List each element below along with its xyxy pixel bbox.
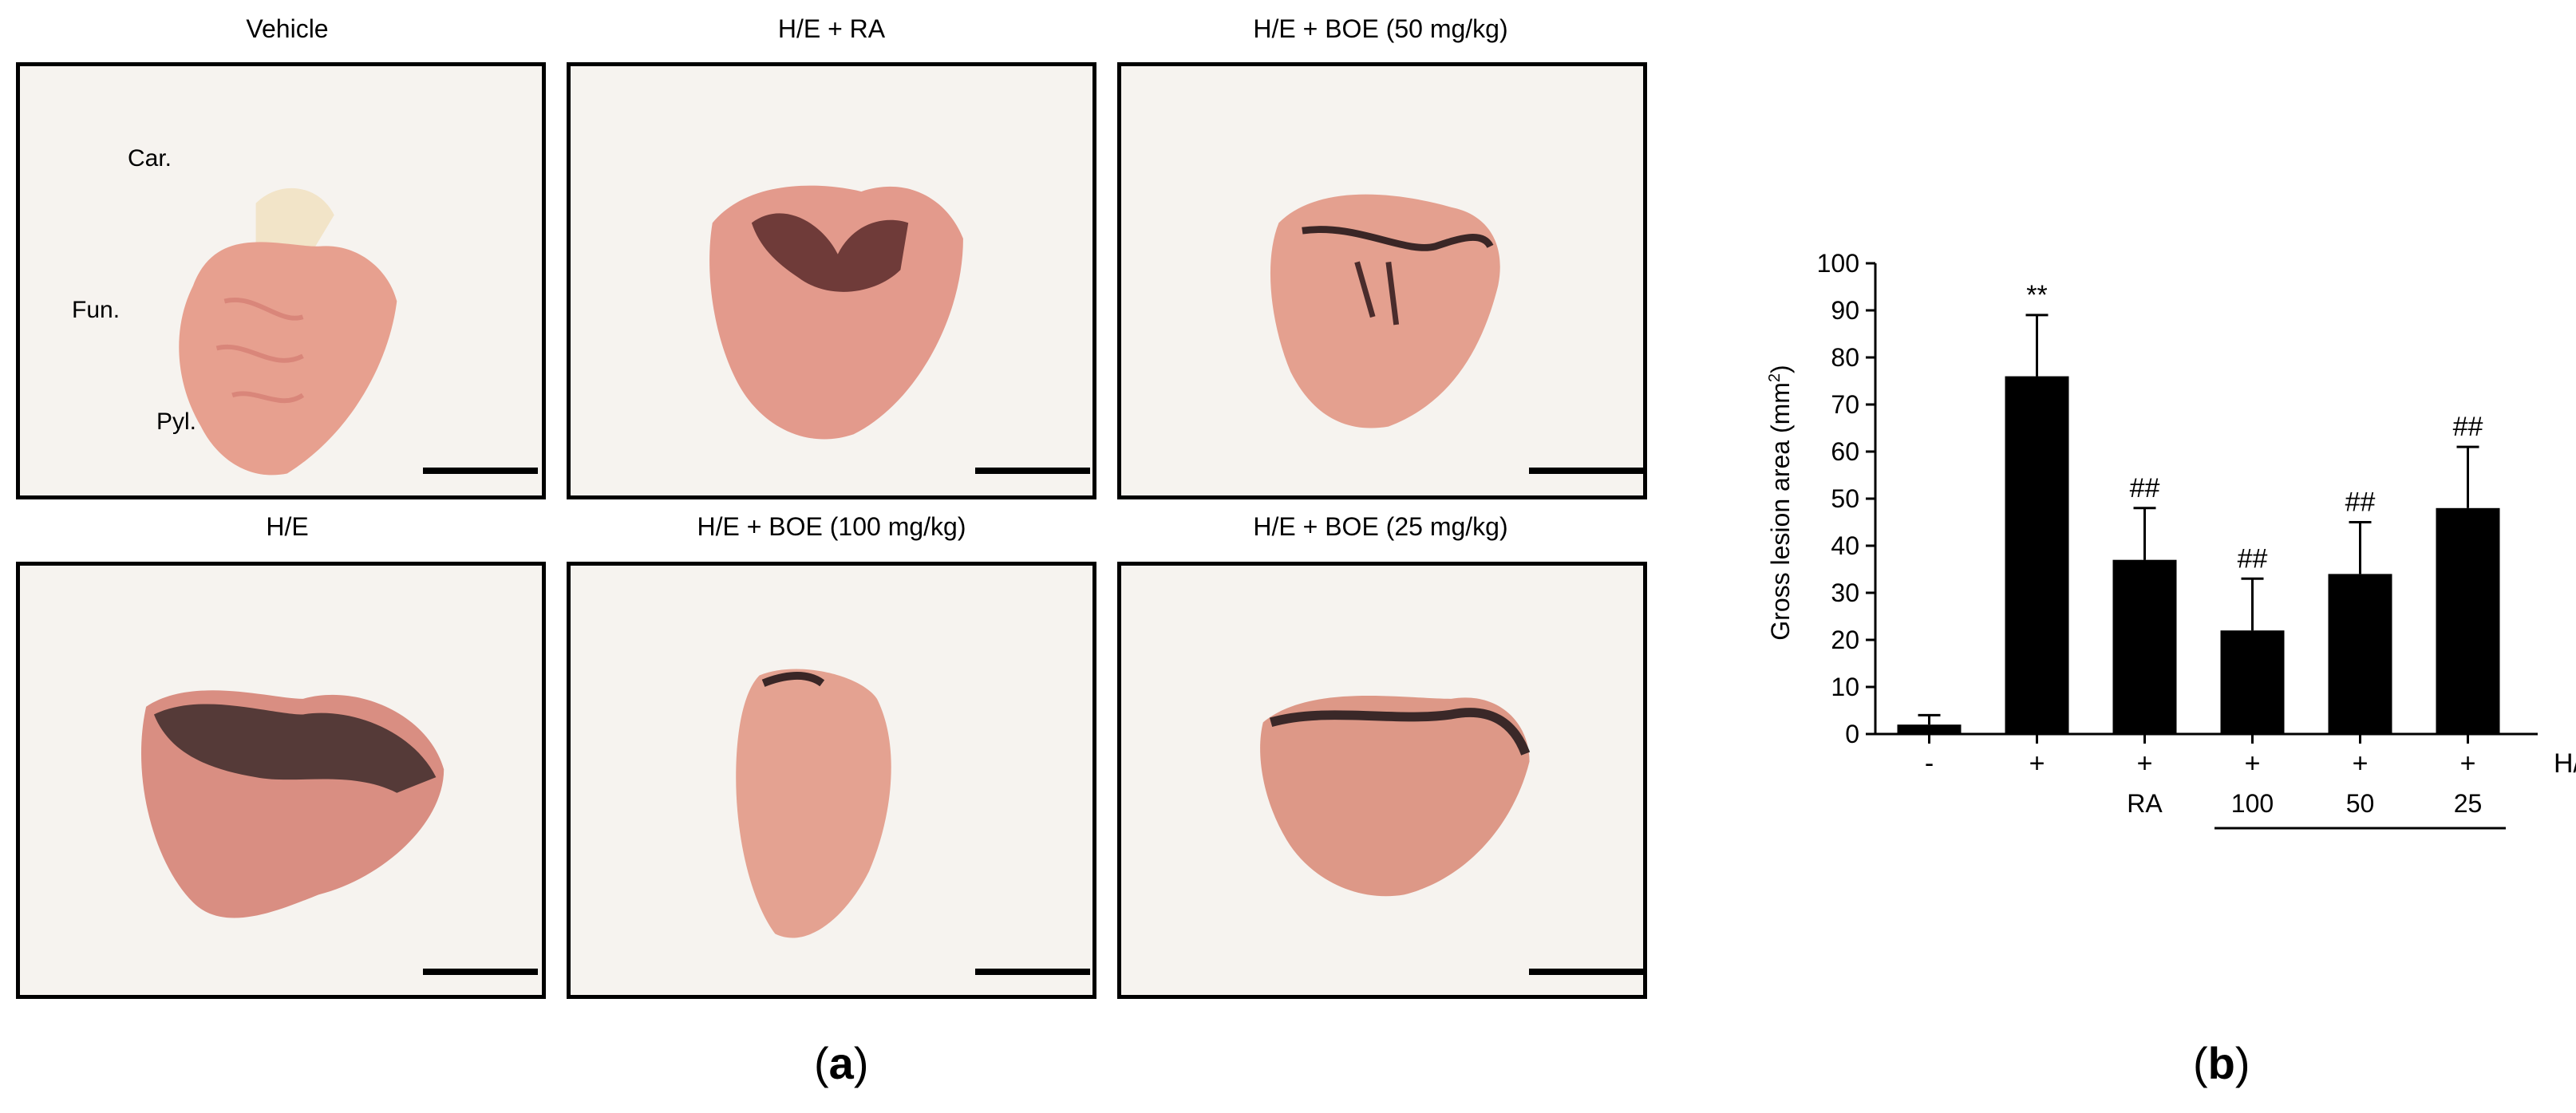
scale-bar xyxy=(423,969,538,975)
he-mark: + xyxy=(2353,748,2369,779)
category-label: 100 xyxy=(2231,789,2274,818)
significance-mark: ## xyxy=(2453,412,2483,442)
photo-title-he-boe-50: H/E + BOE (50 mg/kg) xyxy=(1253,14,1508,43)
stomach-photo-he xyxy=(16,562,546,999)
photo-title-vehicle: Vehicle xyxy=(246,14,329,43)
y-tick-label: 50 xyxy=(1831,484,1859,513)
category-label: 50 xyxy=(2346,789,2375,818)
stomach-image xyxy=(736,669,891,938)
significance-mark: ## xyxy=(2345,487,2376,518)
chart-bars xyxy=(1897,314,2500,734)
scale-bar xyxy=(1529,468,1644,474)
panel-b-letter: b xyxy=(2207,1038,2235,1088)
y-tick-label: 40 xyxy=(1831,531,1859,560)
y-tick-label: 20 xyxy=(1831,626,1859,654)
stomach-image xyxy=(1260,696,1531,897)
he-row-label: H/E xyxy=(2554,748,2576,779)
y-axis-label-superscript: 2 xyxy=(1766,373,1784,382)
bar xyxy=(2328,574,2392,734)
stomach-photo-vehicle xyxy=(16,62,546,499)
photo-title-he: H/E xyxy=(266,512,309,541)
chart-labels: -**+##+RA##+100##+50##+25H/EBOE (mg/kg) xyxy=(1925,280,2576,830)
stomach-photo-he-boe-100 xyxy=(567,562,1096,999)
bar xyxy=(2436,507,2500,734)
y-axis-label-close: ) xyxy=(1766,365,1795,373)
stomach-image xyxy=(179,187,397,476)
y-tick-label: 90 xyxy=(1831,296,1859,325)
y-tick-label: 80 xyxy=(1831,343,1859,372)
y-tick-label: 100 xyxy=(1817,249,1859,278)
scale-bar xyxy=(1529,969,1644,975)
he-mark: + xyxy=(2137,748,2153,779)
tissue-label-cardia: Car. xyxy=(128,145,172,172)
bar xyxy=(2112,559,2177,734)
photo-title-he-boe-100: H/E + BOE (100 mg/kg) xyxy=(697,512,966,541)
y-tick-label: 10 xyxy=(1831,673,1859,701)
bar xyxy=(1897,724,1962,734)
gross-lesion-bar-chart: 0 10 20 30 40 50 60 70 80 90 100 - ** + ## + RA ## +100 ##… xyxy=(1766,249,2576,830)
scale-bar xyxy=(975,468,1090,474)
stomach-photo-he-boe-25 xyxy=(1117,562,1647,999)
y-axis-label: Gross lesion area (mm2) xyxy=(1766,365,1795,640)
y-tick-label: 0 xyxy=(1845,720,1859,748)
he-mark: + xyxy=(2245,748,2261,779)
tissue-label-fundus: Fun. xyxy=(72,297,121,323)
y-tick-label: 60 xyxy=(1831,437,1859,466)
panel-a-label: (a) xyxy=(814,1038,869,1088)
he-mark: + xyxy=(2029,748,2045,779)
chart-axes: 0 10 20 30 40 50 60 70 80 90 100 xyxy=(1817,249,2538,748)
y-tick-label: 30 xyxy=(1831,578,1859,607)
he-mark: + xyxy=(2460,748,2476,779)
he-mark: - xyxy=(1925,748,1934,779)
stomach-photo-he-boe-50 xyxy=(1117,62,1647,499)
y-tick-label: 70 xyxy=(1831,390,1859,419)
category-label: 25 xyxy=(2454,789,2483,818)
stomach-image xyxy=(709,185,963,440)
significance-mark: ## xyxy=(2130,473,2160,503)
photo-title-he-ra: H/E + RA xyxy=(777,14,886,43)
category-label: RA xyxy=(2127,789,2163,818)
significance-mark: ## xyxy=(2238,543,2268,574)
tissue-label-pylorus: Pyl. xyxy=(156,408,197,435)
scale-bar xyxy=(423,468,538,474)
stomach-photo-he-ra xyxy=(567,62,1096,499)
stomach-image xyxy=(1270,194,1500,428)
significance-mark: ** xyxy=(2026,280,2047,310)
scale-bar xyxy=(975,969,1090,975)
panel-a-letter: a xyxy=(828,1038,854,1088)
panel-b-label: (b) xyxy=(2193,1038,2250,1088)
stomach-image xyxy=(140,690,444,918)
photo-title-he-boe-25: H/E + BOE (25 mg/kg) xyxy=(1253,512,1508,541)
bar xyxy=(2005,376,2069,734)
bar xyxy=(2220,630,2285,734)
